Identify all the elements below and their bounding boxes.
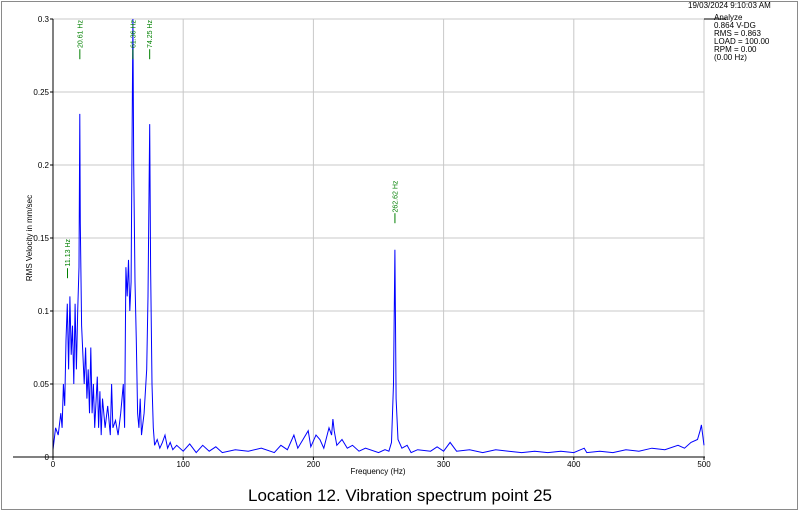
y-tick-label: 0.1 — [38, 307, 50, 316]
x-tick-label: 300 — [437, 460, 451, 469]
y-axis-label: RMS Velocity in mm/sec — [25, 195, 34, 281]
peak-annotation-label: 262.62 Hz — [392, 180, 399, 212]
info-line-load: LOAD = 100.00 — [714, 37, 770, 46]
info-line-value: 0.864 V-DG — [714, 21, 756, 30]
y-tick-label: 0.25 — [33, 88, 49, 97]
peak-annotation-label: 20.61 Hz — [77, 20, 84, 49]
info-panel: Analyze 0.864 V-DG RMS = 0.863 LOAD = 10… — [714, 14, 769, 62]
info-line-analyze: Analyze — [714, 13, 743, 22]
info-line-rms: RMS = 0.863 — [714, 29, 761, 38]
y-tick-label: 0.2 — [38, 161, 50, 170]
spectrum-trace-group — [52, 18, 705, 454]
axes: 010020030040050000.050.10.150.20.250.3 — [13, 15, 726, 469]
x-tick-label: 200 — [307, 460, 321, 469]
peak-annotation-label: 74.25 Hz — [147, 20, 154, 49]
peak-annotations: 11.13 Hz 20.61 Hz 61.36 Hz 74.25 Hz 262.62 H… — [65, 20, 399, 279]
y-tick-label: 0.15 — [33, 234, 49, 243]
x-tick-label: 500 — [697, 460, 711, 469]
peak-annotation: 61.36 Hz — [130, 20, 137, 60]
x-tick-label: 0 — [51, 460, 56, 469]
peak-annotation: 11.13 Hz — [65, 239, 72, 279]
x-tick-label: 400 — [567, 460, 581, 469]
x-tick-label: 100 — [177, 460, 191, 469]
peak-annotation: 262.62 Hz — [392, 180, 399, 224]
info-line-rpm: RPM = 0.00 — [714, 45, 757, 54]
y-tick-label: 0.05 — [33, 380, 49, 389]
peak-annotation: 20.61 Hz — [77, 20, 84, 60]
info-line-hz: (0.00 Hz) — [714, 53, 747, 62]
chart-caption: Location 12. Vibration spectrum point 25 — [248, 486, 552, 505]
timestamp: 19/03/2024 9:10:03 AM — [688, 1, 771, 10]
peak-annotation: 74.25 Hz — [147, 20, 154, 60]
peak-annotation-label: 11.13 Hz — [65, 239, 72, 267]
grid — [53, 18, 705, 457]
peak-annotation-label: 61.36 Hz — [130, 20, 137, 49]
x-axis-label: Frequency (Hz) — [350, 467, 405, 476]
spectrum-trace-series-0 — [52, 18, 705, 454]
y-tick-label: 0.3 — [38, 15, 50, 24]
